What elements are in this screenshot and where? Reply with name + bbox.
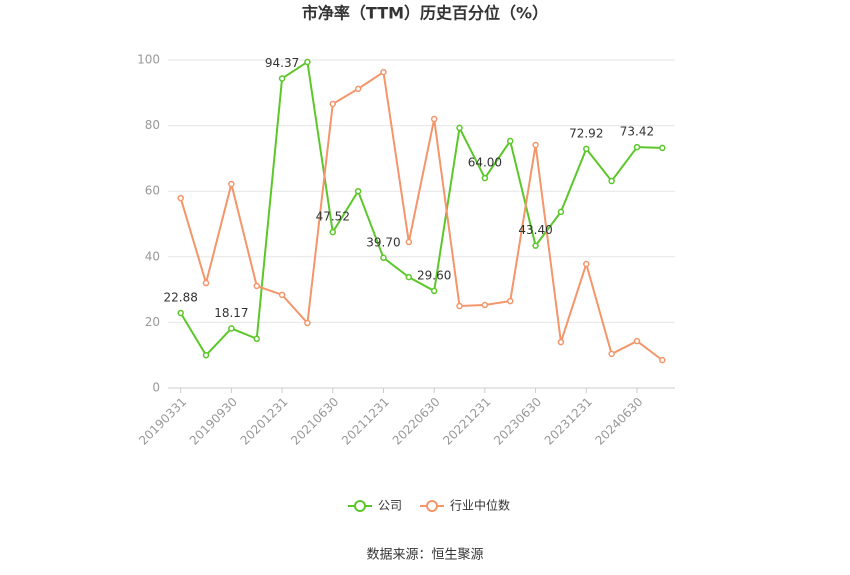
data-label: 18.17 — [214, 306, 248, 320]
series-line — [179, 70, 663, 361]
data-label: 72.92 — [569, 126, 603, 140]
data-point — [659, 144, 666, 152]
data-point — [304, 319, 311, 327]
data-point — [659, 356, 666, 364]
data-point — [253, 282, 260, 290]
data-point — [633, 143, 641, 151]
y-tick-label: 0 — [152, 381, 160, 395]
data-point — [506, 297, 514, 305]
y-tick-label: 60 — [145, 184, 160, 198]
y-tick-label: 100 — [137, 53, 160, 67]
data-point — [354, 187, 362, 195]
data-label: 39.70 — [366, 235, 400, 249]
data-point — [228, 180, 235, 188]
data-point — [481, 174, 489, 182]
data-point — [532, 242, 539, 249]
x-tick-label: 20221231 — [440, 395, 493, 448]
series-line — [179, 60, 663, 357]
data-label: 73.42 — [620, 125, 654, 139]
data-point — [481, 301, 489, 309]
data-label: 43.40 — [518, 223, 552, 237]
data-label: 64.00 — [468, 156, 502, 170]
data-point — [430, 287, 438, 295]
data-point — [506, 137, 514, 145]
data-point — [633, 337, 641, 345]
data-label: 29.60 — [417, 268, 451, 282]
data-point — [329, 228, 337, 236]
x-tick-label: 20190331 — [136, 395, 189, 448]
data-point — [380, 254, 387, 262]
data-point — [405, 273, 413, 281]
source: 数据来源：恒生聚源 — [366, 548, 483, 563]
data-label: 22.88 — [163, 290, 197, 304]
data-label: 47.52 — [316, 210, 350, 224]
data-point — [532, 141, 539, 149]
y-tick-label: 40 — [145, 249, 160, 263]
legend-swatch — [354, 500, 366, 512]
x-tick-label: 20240630 — [592, 395, 645, 448]
data-point — [557, 338, 565, 346]
chart-title: 市净率（TTM）历史百分位（%） — [302, 4, 548, 23]
legend-label: 公司 — [378, 499, 402, 513]
data-point — [608, 350, 615, 358]
x-tick-label: 20201231 — [238, 395, 291, 448]
data-point — [177, 309, 184, 317]
data-point — [278, 291, 286, 299]
data-label: 94.37 — [265, 56, 299, 70]
data-point — [202, 351, 210, 359]
y-tick-label: 80 — [145, 118, 160, 132]
x-tick-label: 20210630 — [288, 395, 341, 448]
data-point — [177, 194, 184, 202]
x-tick-label: 20231231 — [542, 395, 595, 448]
legend-label: 行业中位数 — [450, 498, 510, 513]
data-point — [583, 145, 590, 153]
data-point — [608, 177, 615, 185]
data-point — [202, 279, 210, 287]
x-tick-label: 20230630 — [491, 395, 544, 448]
y-tick-label: 20 — [145, 315, 160, 329]
data-point — [430, 115, 438, 123]
x-tick-label: 20190930 — [187, 395, 240, 448]
data-point — [456, 124, 463, 132]
x-tick-label: 20220630 — [390, 395, 443, 448]
data-point — [557, 208, 565, 216]
legend-swatch — [426, 500, 439, 512]
data-point — [253, 335, 260, 343]
data-point — [228, 325, 235, 332]
data-point — [405, 238, 413, 246]
x-tick-label: 20211231 — [339, 395, 392, 448]
data-point — [278, 75, 286, 82]
data-point — [583, 260, 590, 268]
data-point — [354, 85, 362, 93]
data-point — [380, 68, 387, 76]
data-point — [456, 302, 463, 310]
data-point — [304, 58, 311, 66]
data-point — [329, 100, 337, 108]
